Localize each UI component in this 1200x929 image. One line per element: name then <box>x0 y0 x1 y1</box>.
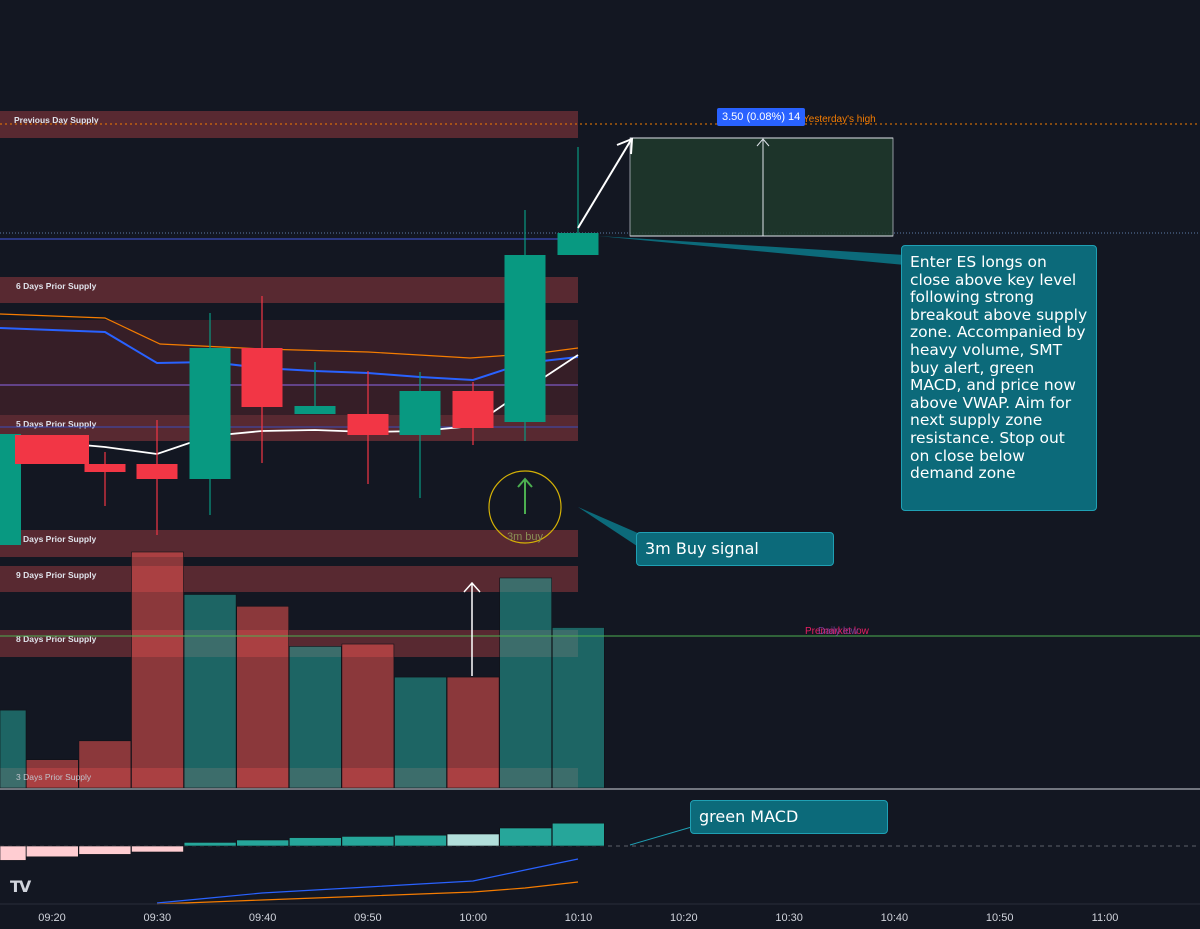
volume-bar <box>183 594 237 789</box>
candle-body <box>84 464 126 472</box>
daily-low-label: Daily low <box>818 626 859 637</box>
zone-label-5-days: 5 Days Prior Supply <box>16 419 97 429</box>
volume-bar <box>78 740 132 789</box>
x-tick-label: 10:30 <box>775 912 803 924</box>
measure-badge: 3.50 (0.08%) 14 <box>717 108 806 126</box>
zone-label-6-days: 6 Days Prior Supply <box>16 281 97 291</box>
zone-6-days-prior <box>0 277 578 303</box>
candle-body <box>399 391 441 435</box>
measure-arrow-head <box>756 138 770 147</box>
x-tick-label: 09:20 <box>38 912 66 924</box>
target-arrow-line <box>577 139 632 229</box>
macd-bar <box>78 845 132 855</box>
volume-bar <box>394 676 447 789</box>
macd-line <box>156 858 579 904</box>
candle-body <box>557 233 599 255</box>
macd-histogram <box>0 822 605 861</box>
volume-bar <box>446 676 500 789</box>
volume-bars <box>0 551 605 789</box>
volume-bar <box>499 577 553 789</box>
macd-bar <box>499 827 553 847</box>
x-tick-label: 11:00 <box>1092 912 1119 924</box>
zone-days-prior <box>0 530 578 557</box>
trade-plan-callout[interactable]: Enter ES longs on close above key level … <box>901 245 1097 511</box>
zone-9-days-prior <box>0 566 578 592</box>
macd-bar <box>183 842 237 847</box>
target-box[interactable] <box>629 137 894 237</box>
macd-bar <box>341 836 395 847</box>
volume-bar <box>288 646 342 789</box>
zone-label-days: Days Prior Supply <box>23 534 96 544</box>
buy-signal-arrow-head <box>517 477 533 488</box>
premarket-low-label: Premarket low <box>805 626 870 637</box>
x-tick-label: 10:00 <box>459 912 487 924</box>
volume-bar <box>551 627 605 789</box>
zone-labels: Previous Day Supply 6 Days Prior Supply … <box>14 115 99 782</box>
macd-bar <box>236 839 289 847</box>
macd-bar <box>394 834 447 847</box>
buy-signal-circle[interactable] <box>488 470 562 544</box>
macd-bar <box>446 833 500 847</box>
zone-label-previous-day: Previous Day Supply <box>14 115 99 125</box>
buy-signal-callout[interactable]: 3m Buy signal <box>636 532 834 566</box>
x-tick-label: 09:50 <box>354 912 382 924</box>
x-tick-label: 10:20 <box>670 912 698 924</box>
volume-bar <box>25 759 79 789</box>
x-axis-ticks: 09:20 09:30 09:40 09:50 10:00 10:10 10:20 10:30… <box>38 912 1118 924</box>
yesterdays-high-label: Yesterday's high <box>803 114 876 125</box>
macd-bar <box>25 845 79 858</box>
x-tick-label: 09:40 <box>249 912 277 924</box>
volume-bar <box>131 551 184 789</box>
macd-bar <box>0 845 27 861</box>
macd-bar <box>551 822 605 847</box>
candle-body <box>294 406 336 414</box>
macd-callout[interactable]: green MACD <box>690 800 888 834</box>
main-callout-pointer <box>598 236 905 265</box>
x-tick-label: 10:10 <box>565 912 593 924</box>
zone-label-3-days: 3 Days Prior Supply <box>16 772 92 782</box>
zone-label-9-days: 9 Days Prior Supply <box>16 570 97 580</box>
candle-body <box>452 391 494 428</box>
candle-body <box>241 348 283 407</box>
buy-signal-label: 3m buy <box>507 531 544 543</box>
candles <box>0 147 599 545</box>
candle-body <box>347 414 389 435</box>
macd-bar <box>131 845 184 853</box>
target-arrow-head <box>616 137 634 155</box>
volume-up-arrow-head <box>463 581 481 593</box>
tradingview-logo[interactable]: TV <box>10 877 31 896</box>
macd-bar <box>288 837 342 847</box>
macd-signal-line <box>156 881 579 905</box>
candle-body <box>136 464 178 479</box>
buy-callout-pointer <box>578 507 640 548</box>
volume-bar <box>341 643 395 789</box>
x-tick-label: 10:50 <box>986 912 1014 924</box>
candle-body <box>189 348 231 479</box>
x-tick-label: 10:40 <box>881 912 909 924</box>
x-tick-label: 09:30 <box>144 912 172 924</box>
macd-callout-pointer <box>629 825 696 846</box>
candle-body <box>15 435 89 464</box>
volume-bar <box>236 605 289 789</box>
candle-body <box>504 255 546 422</box>
zone-label-8-days: 8 Days Prior Supply <box>16 634 97 644</box>
volume-bar <box>0 709 27 789</box>
